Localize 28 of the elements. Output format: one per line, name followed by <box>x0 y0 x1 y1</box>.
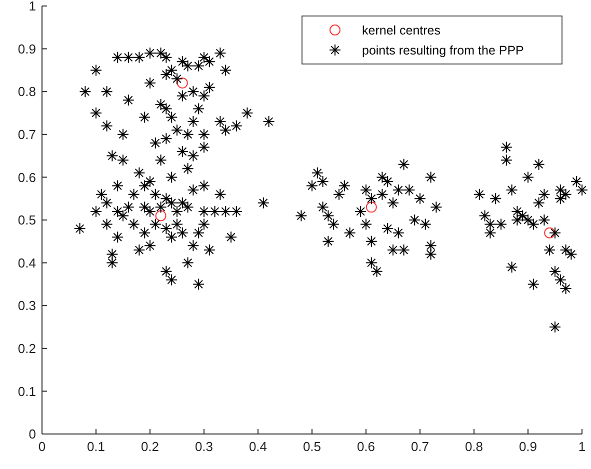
x-tick-label: 1 <box>578 439 586 454</box>
y-tick-label: 0 <box>28 426 36 442</box>
y-tick-label: 0.2 <box>18 340 36 356</box>
y-tick-label: 0.9 <box>18 41 36 56</box>
point <box>366 202 377 213</box>
point <box>155 210 166 222</box>
x-tick-label: 0 <box>38 439 46 454</box>
x-tick-label: 0.9 <box>518 439 538 454</box>
x-tick-label: 0.8 <box>464 439 484 454</box>
legend-label: points resulting from the PPP <box>362 43 524 58</box>
x-tick-label: 0.5 <box>302 439 322 454</box>
y-tick-label: 0.3 <box>18 298 36 314</box>
x-tick-label: 0.6 <box>356 439 376 454</box>
x-tick-label: 0.1 <box>86 439 106 454</box>
point <box>176 78 188 89</box>
x-tick-label: 0.4 <box>248 439 268 454</box>
y-tick-label: 0.4 <box>18 255 36 270</box>
legend-label: kernel centres <box>362 23 441 38</box>
point <box>544 227 556 238</box>
y-tick-label: 0.1 <box>18 384 36 399</box>
x-tick-label: 0.3 <box>194 439 214 454</box>
y-tick-label: 0.8 <box>18 84 36 100</box>
y-tick-label: 0.7 <box>18 126 36 142</box>
x-tick-label: 0.2 <box>140 439 160 454</box>
y-tick-label: 1 <box>28 0 36 14</box>
y-tick-label: 0.5 <box>18 212 36 228</box>
x-tick-label: 0.7 <box>410 439 430 454</box>
y-tick-label: 0.6 <box>18 170 36 185</box>
